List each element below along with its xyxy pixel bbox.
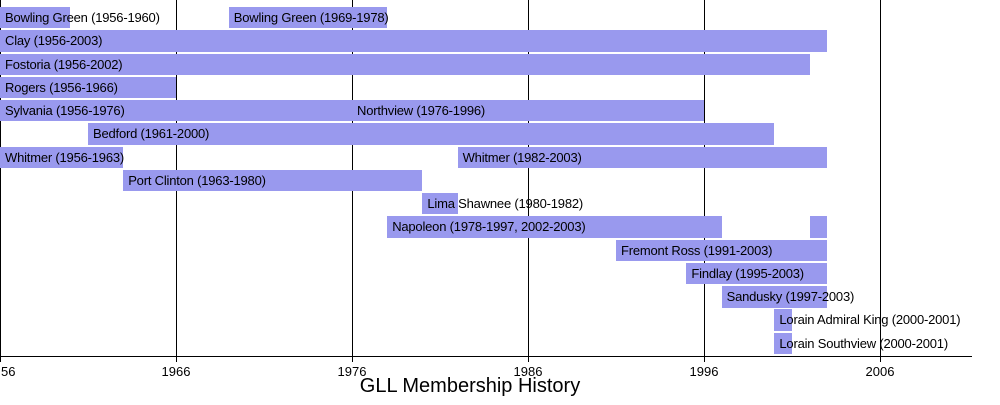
x-tick-label: 1976 <box>337 364 367 379</box>
timeline-bar <box>0 76 176 99</box>
timeline-bar <box>0 30 828 52</box>
x-tick-label: 1996 <box>689 364 719 379</box>
bar-label: Whitmer (1956-1963) <box>5 149 125 165</box>
timeline-bar <box>123 169 423 192</box>
chart-title: GLL Membership History <box>359 375 581 397</box>
timeline-bar <box>0 53 810 75</box>
decade-gridline <box>703 0 705 362</box>
timeline-bar <box>0 100 352 122</box>
timeline-bar <box>774 332 792 355</box>
timeline-bar <box>686 262 828 285</box>
bar-label: Port Clinton (1963-1980) <box>128 172 266 188</box>
bar-label: Lorain Admiral King (2000-2001) <box>779 312 961 328</box>
timeline-bar <box>0 7 71 29</box>
timeline-bar <box>422 193 458 215</box>
timeline-bar <box>88 123 775 145</box>
timeline-bar <box>0 146 124 168</box>
timeline-bar <box>774 309 792 331</box>
x-tick-label: 56 <box>1 364 16 379</box>
timeline-bar <box>228 7 388 29</box>
x-tick-label: 1986 <box>513 364 543 379</box>
timeline-bar <box>387 216 722 238</box>
timeline-bar <box>809 216 828 238</box>
timeline-bar <box>352 100 704 122</box>
decade-gridline <box>879 0 881 362</box>
bar-label: Bowling Green (1969-1978) <box>233 10 389 25</box>
bar-label: Northview (1976-1996) <box>357 103 486 119</box>
decade-gridline <box>0 0 1 362</box>
bar-label: Fostoria (1956-2002) <box>5 56 123 72</box>
bar-label: Sylvania (1956-1976) <box>5 103 125 119</box>
timeline-bar <box>721 286 828 308</box>
bar-label: Clay (1956-2003) <box>5 33 103 49</box>
x-tick-label: 1966 <box>161 364 191 379</box>
decade-gridline <box>527 0 529 362</box>
bar-label: Findlay (1995-2003) <box>691 265 804 281</box>
bar-label: Fremont Ross (1991-2003) <box>621 242 773 258</box>
bar-label: Bowling Green (1956-1960) <box>5 10 160 25</box>
x-tick-label: 2006 <box>865 364 895 379</box>
bar-label: Whitmer (1982-2003) <box>462 149 582 165</box>
bar-label: Lorain Southview (2000-2001) <box>779 335 948 351</box>
bar-label: Sandusky (1997-2003) <box>726 289 855 305</box>
x-axis-line <box>0 355 972 357</box>
bar-label: Bedford (1961-2000) <box>93 126 210 142</box>
bar-label: Lima Shawnee (1980-1982) <box>427 196 584 212</box>
bar-label: Napoleon (1978-1997, 2002-2003) <box>392 219 586 235</box>
timeline-bar <box>457 146 828 168</box>
timeline-bar <box>616 239 828 262</box>
bar-label: Rogers (1956-1966) <box>5 79 118 95</box>
